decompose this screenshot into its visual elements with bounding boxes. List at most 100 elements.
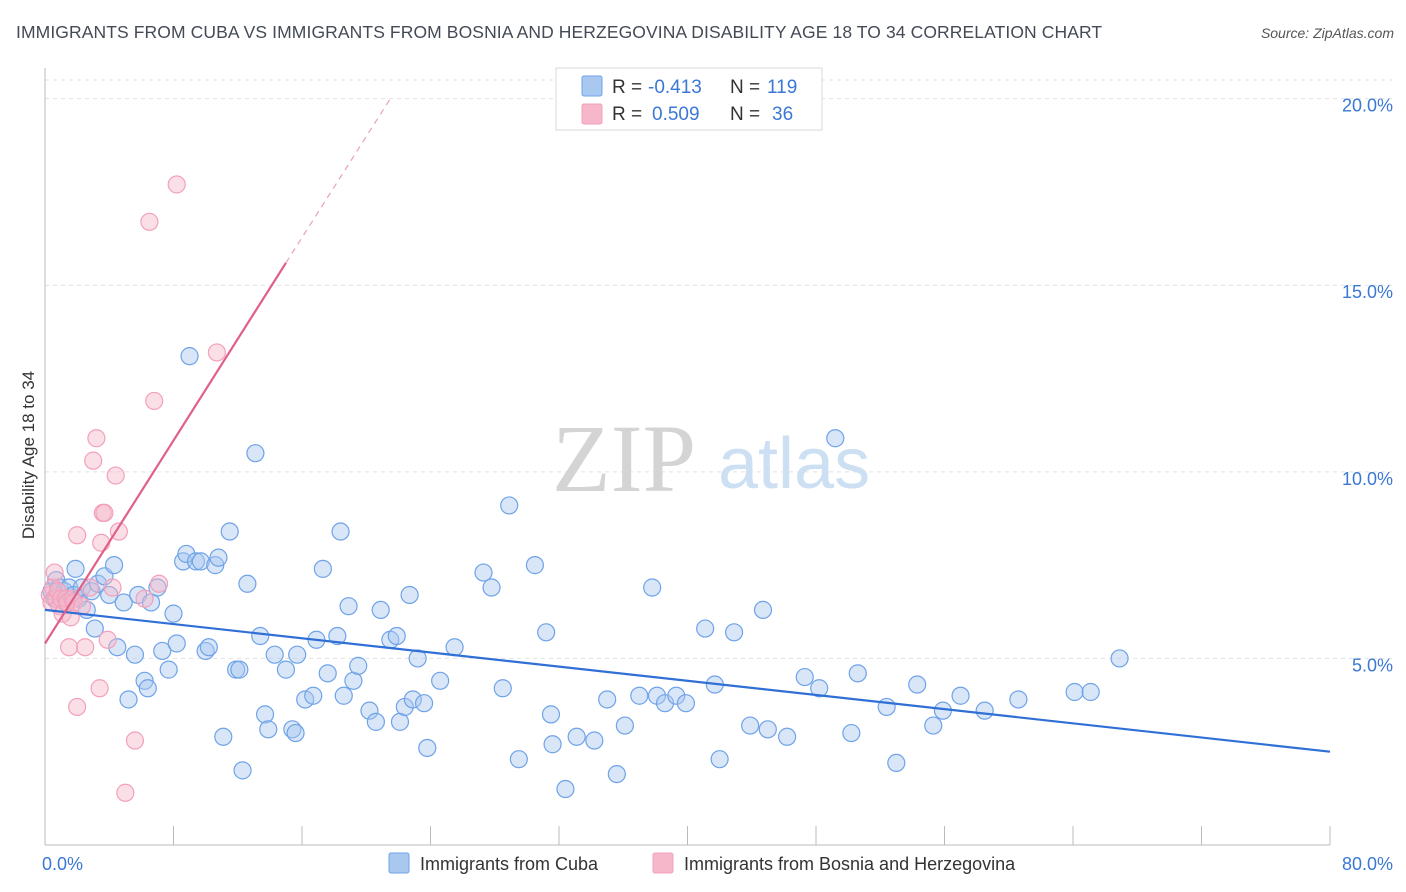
bosnia-point xyxy=(125,731,145,750)
cuba-point xyxy=(209,548,228,567)
cuba-point xyxy=(567,727,586,746)
cuba-point xyxy=(328,626,347,646)
bottom-legend-label-bosnia: Immigrants from Bosnia and Herzegovina xyxy=(684,854,1016,874)
cuba-point xyxy=(418,738,437,758)
legend-box: R = -0.413 N = 119 R = 0.509 N = 36 xyxy=(555,67,823,131)
cuba-point xyxy=(177,544,196,564)
cuba-point xyxy=(493,679,512,698)
cuba-point xyxy=(138,679,157,698)
x-tick-label-min: 0.0% xyxy=(42,854,83,874)
bosnia-point xyxy=(92,533,111,552)
legend-swatch-cuba xyxy=(581,75,603,97)
cuba-point xyxy=(724,623,744,642)
cuba-point xyxy=(877,697,896,717)
cuba-point xyxy=(810,679,829,698)
cuba-point xyxy=(286,723,305,743)
series-cuba-points xyxy=(42,347,1129,799)
cuba-point xyxy=(104,556,124,575)
cuba-point xyxy=(371,600,390,620)
cuba-point xyxy=(414,694,434,713)
bottom-legend: Immigrants from Cuba Immigrants from Bos… xyxy=(388,852,1016,874)
cuba-point xyxy=(304,686,323,705)
cuba-point xyxy=(387,626,406,646)
cuba-point xyxy=(543,735,562,754)
cuba-point xyxy=(615,716,634,735)
cuba-point xyxy=(108,638,127,657)
cuba-point xyxy=(445,638,464,657)
bosnia-point xyxy=(90,679,109,698)
bosnia-point xyxy=(87,429,106,448)
legend-n-value-bosnia: 36 xyxy=(772,104,793,125)
axes xyxy=(44,68,1331,846)
trend-lines xyxy=(44,98,1331,753)
cuba-point xyxy=(313,559,332,578)
cuba-point xyxy=(191,552,210,571)
cuba-point xyxy=(334,686,353,705)
cuba-point xyxy=(400,585,419,605)
cuba-point xyxy=(214,727,233,746)
bottom-legend-label-cuba: Immigrants from Cuba xyxy=(420,854,599,874)
bosnia-point xyxy=(140,212,159,231)
cuba-point xyxy=(119,690,138,709)
cuba-point xyxy=(598,690,617,709)
cuba-point xyxy=(114,593,133,612)
series-bosnia-points xyxy=(40,175,226,802)
y-tick-label: 15.0% xyxy=(1342,282,1393,302)
y-tick-label: 10.0% xyxy=(1342,469,1393,489)
legend-n-value-cuba: 119 xyxy=(767,77,797,98)
cuba-point xyxy=(125,645,145,664)
bosnia-point xyxy=(68,526,87,545)
cuba-point xyxy=(848,664,867,683)
cuba-point xyxy=(408,649,427,668)
cuba-point xyxy=(159,660,178,679)
bosnia-point xyxy=(145,391,164,411)
cuba-point xyxy=(474,563,493,582)
cuba-point xyxy=(924,716,943,735)
cuba-point xyxy=(676,694,695,713)
y-tick-label: 20.0% xyxy=(1342,96,1393,116)
y-axis-title: Disability Age 18 to 34 xyxy=(19,371,38,539)
bosnia-point xyxy=(84,451,103,470)
cuba-point xyxy=(500,496,519,515)
cuba-point xyxy=(331,522,350,541)
cuba-point xyxy=(259,720,278,739)
bosnia-point xyxy=(106,466,125,485)
cuba-point xyxy=(509,750,528,769)
cuba-point xyxy=(537,623,556,642)
cuba-point xyxy=(741,716,760,735)
bottom-legend-swatch-cuba xyxy=(388,852,410,874)
bosnia-point xyxy=(207,343,226,362)
cuba-point xyxy=(164,604,183,623)
trend-line-bosnia xyxy=(44,262,287,645)
bosnia-point xyxy=(103,578,122,597)
bosnia-point xyxy=(68,697,87,717)
watermark-atlas: atlas xyxy=(718,424,870,504)
cuba-point xyxy=(186,552,206,571)
cuba-point xyxy=(482,578,501,597)
cuba-point xyxy=(696,619,715,638)
cuba-point xyxy=(403,690,422,709)
bosnia-point xyxy=(135,589,154,608)
cuba-point xyxy=(1009,690,1028,709)
cuba-point xyxy=(360,701,379,720)
bosnia-point xyxy=(76,638,95,657)
bosnia-point xyxy=(116,783,135,802)
cuba-point xyxy=(951,686,970,705)
chart-title: IMMIGRANTS FROM CUBA VS IMMIGRANTS FROM … xyxy=(16,22,1103,42)
legend-r-label-cuba: R = xyxy=(612,77,642,98)
cuba-point xyxy=(556,779,575,799)
cuba-point xyxy=(180,347,199,366)
x-tick-label-max: 80.0% xyxy=(1342,854,1393,874)
bosnia-point xyxy=(98,630,117,649)
cuba-point xyxy=(431,671,450,690)
cuba-point xyxy=(349,656,368,675)
cuba-point xyxy=(667,686,686,705)
legend-swatch-bosnia xyxy=(581,103,603,125)
cuba-point xyxy=(366,712,385,731)
cuba-point xyxy=(246,444,265,463)
cuba-point xyxy=(826,429,845,448)
cuba-point xyxy=(230,660,249,679)
cuba-point xyxy=(265,645,284,664)
cuba-point xyxy=(887,753,906,773)
cuba-point xyxy=(842,723,861,743)
